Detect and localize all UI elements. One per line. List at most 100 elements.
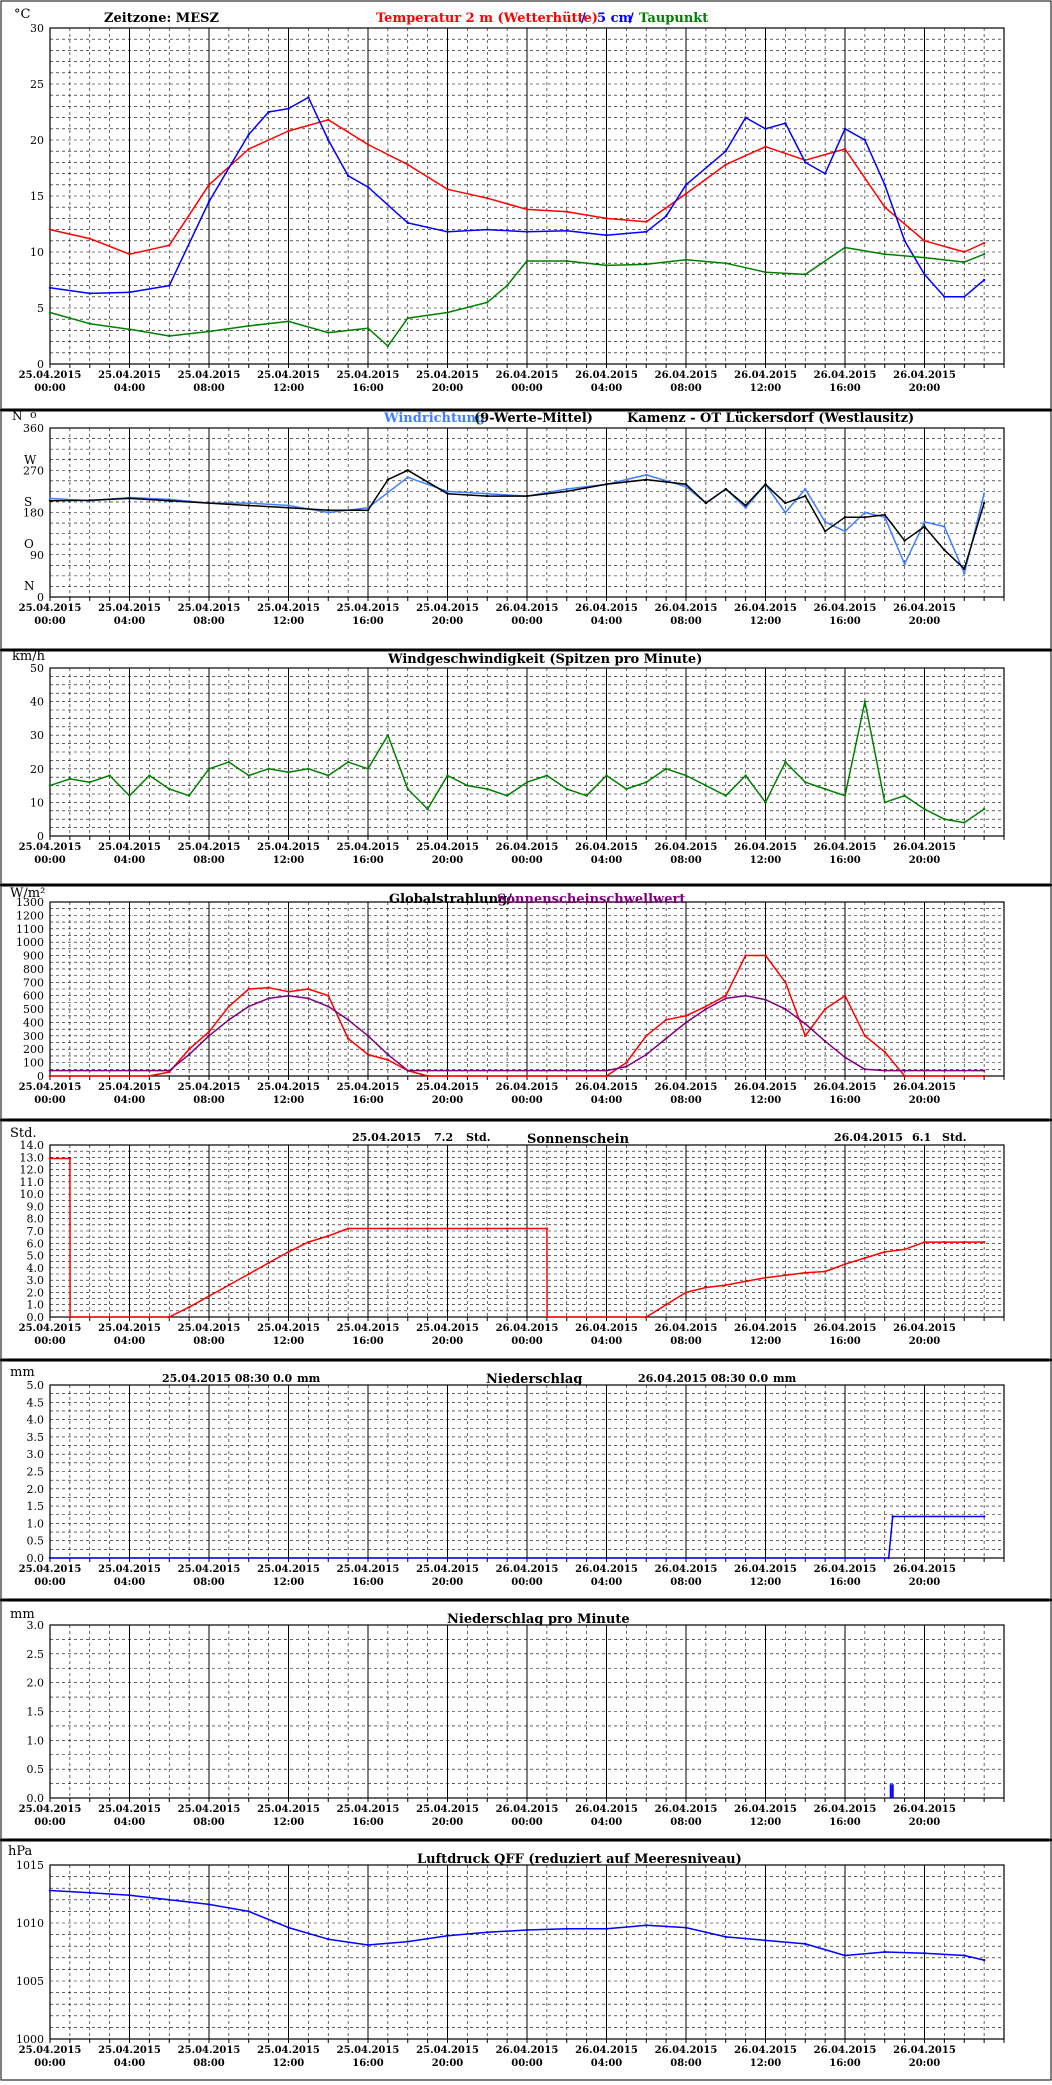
y-tick-label-radiation: 200	[23, 1043, 44, 1056]
panel-pressure: hPa Luftdruck QFF (reduziert auf Meeresn…	[8, 1844, 742, 1867]
wind-direction-unit: N	[12, 409, 23, 423]
x-tick-date-sunshine: 26.04.2015	[575, 1323, 638, 1334]
precipitation-day2-label: 26.04.2015 08:30	[638, 1372, 746, 1385]
x-tick-time-pressure: 08:00	[670, 2058, 702, 2069]
panel-wind-direction: N o Windrichtung (9-Werte-Mittel) Kamenz…	[12, 408, 914, 593]
panel-temperature: °C Zeitzone: MESZ Temperatur 2 m (Wetter…	[14, 7, 708, 26]
data-point-wind_direction-0	[645, 473, 648, 477]
data-point-pressure-0	[406, 1940, 409, 1943]
x-tick-date-radiation: 26.04.2015	[655, 1082, 718, 1093]
data-point-sunshine-0	[406, 1227, 409, 1230]
data-point-temperature-1	[963, 295, 966, 298]
x-tick-time-temperature: 08:00	[193, 383, 225, 394]
x-tick-time-sunshine: 00:00	[34, 1336, 66, 1347]
data-point-pressure-0	[88, 1891, 91, 1895]
data-point-wind_direction-1	[684, 483, 688, 486]
y-tick-label-sunshine: 3.0	[27, 1274, 45, 1287]
y-tick-label-precipitation: 1.0	[27, 1517, 45, 1530]
data-point-temperature-1	[883, 183, 886, 186]
x-tick-time-precip_minute: 16:00	[829, 1817, 861, 1828]
data-point-wind_direction-0	[943, 525, 946, 528]
x-tick-date-radiation: 26.04.2015	[734, 1082, 797, 1093]
x-tick-date-sunshine: 25.04.2015	[178, 1323, 241, 1334]
compass-w: W	[24, 453, 37, 467]
data-point-wind_speed-0	[466, 784, 469, 787]
data-point-wind_speed-0	[605, 774, 608, 777]
data-point-temperature-2	[684, 258, 688, 262]
wind-speed-title: Windgeschwindigkeit (Spitzen pro Minute)	[387, 652, 702, 667]
data-point-wind_speed-0	[744, 774, 747, 777]
x-tick-time-precipitation: 08:00	[193, 1577, 225, 1588]
x-tick-time-radiation: 00:00	[511, 1095, 543, 1106]
data-point-wind_direction-1	[784, 501, 787, 505]
data-point-radiation-0	[923, 1074, 926, 1078]
x-tick-date-temperature: 25.04.2015	[19, 370, 82, 381]
data-point-radiation-0	[625, 1061, 628, 1064]
data-point-temperature-2	[446, 311, 449, 314]
data-point-radiation-1	[903, 1069, 906, 1072]
data-point-radiation-0	[943, 1074, 946, 1078]
x-tick-time-wind_speed: 04:00	[114, 855, 146, 866]
y-tick-label-radiation: 700	[23, 976, 44, 989]
data-point-temperature-2	[168, 334, 171, 338]
data-point-temperature-0	[565, 210, 568, 213]
data-point-temperature-0	[287, 129, 290, 133]
x-tick-date-precipitation: 26.04.2015	[575, 1564, 638, 1575]
data-point-wind_direction-0	[48, 497, 52, 500]
data-point-wind_direction-1	[446, 492, 449, 495]
y-tick-label-wind_speed: 50	[30, 662, 44, 675]
x-tick-date-radiation: 25.04.2015	[257, 1082, 320, 1093]
data-point-wind_direction-0	[843, 530, 847, 533]
data-point-wind_direction-0	[923, 520, 926, 524]
data-point-wind_speed-0	[88, 781, 91, 784]
data-point-temperature-1	[903, 239, 906, 242]
x-tick-date-radiation: 25.04.2015	[98, 1082, 161, 1093]
data-point-wind_speed-0	[923, 807, 926, 811]
x-tick-time-radiation: 16:00	[352, 1095, 384, 1106]
data-point-wind_direction-1	[48, 499, 52, 502]
data-point-radiation-1	[823, 1040, 827, 1043]
data-point-temperature-0	[247, 147, 250, 151]
y-tick-label-temperature: 20	[30, 134, 44, 147]
x-tick-time-radiation: 20:00	[432, 1095, 464, 1106]
x-tick-date-pressure: 26.04.2015	[496, 2045, 559, 2056]
x-tick-time-temperature: 12:00	[273, 383, 305, 394]
x-tick-time-pressure: 16:00	[829, 2058, 861, 2069]
data-point-radiation-1	[426, 1069, 429, 1072]
x-tick-time-pressure: 20:00	[909, 2058, 941, 2069]
y-tick-label-sunshine: 4.0	[27, 1262, 45, 1275]
x-tick-time-wind_speed: 04:00	[591, 855, 623, 866]
x-tick-date-radiation: 25.04.2015	[416, 1082, 479, 1093]
x-tick-time-precipitation: 04:00	[591, 1577, 623, 1588]
y-tick-label-sunshine: 8.0	[27, 1213, 45, 1226]
panel-precipitation: mm 25.04.2015 08:30 0.0 mm Niederschlag …	[10, 1365, 797, 1387]
plot-frame-pressure	[49, 1864, 1005, 2040]
data-point-sunshine-0	[366, 1227, 370, 1230]
data-point-temperature-2	[963, 260, 966, 264]
data-point-sunshine-0	[883, 1250, 886, 1254]
x-tick-time-sunshine: 16:00	[829, 1336, 861, 1347]
data-point-temperature-0	[923, 239, 926, 242]
data-point-sunshine-0	[486, 1227, 489, 1230]
x-tick-date-wind_speed: 25.04.2015	[257, 842, 320, 853]
data-point-wind_speed-0	[863, 700, 867, 703]
data-point-wind_speed-0	[247, 774, 250, 777]
data-point-radiation-1	[227, 1018, 231, 1021]
data-point-temperature-1	[168, 284, 171, 287]
y-tick-label-wind_speed: 0	[37, 830, 44, 843]
y-tick-label-pressure: 1010	[16, 1917, 44, 1930]
data-point-wind_speed-0	[128, 794, 131, 797]
data-point-wind_direction-1	[863, 515, 867, 519]
data-point-wind_speed-0	[108, 774, 111, 777]
x-tick-date-sunshine: 26.04.2015	[814, 1323, 877, 1334]
data-point-wind_speed-0	[327, 774, 330, 777]
data-point-temperature-1	[684, 183, 688, 186]
data-point-sunshine-0	[903, 1248, 906, 1251]
panel-wind-speed: km/h Windgeschwindigkeit (Spitzen pro Mi…	[12, 649, 702, 667]
sunshine-day1-date: 25.04.2015	[352, 1131, 421, 1144]
data-point-radiation-0	[843, 994, 847, 997]
plot-frame-precip_minute	[49, 1624, 1005, 1799]
x-tick-date-pressure: 25.04.2015	[98, 2045, 161, 2056]
y-tick-label-radiation: 100	[23, 1057, 44, 1070]
